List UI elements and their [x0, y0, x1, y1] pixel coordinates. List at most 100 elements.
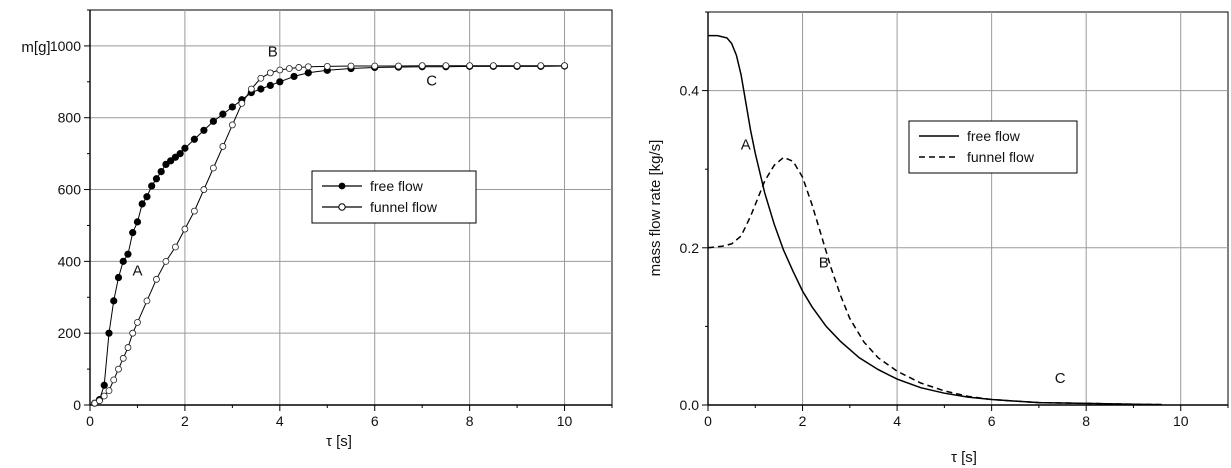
data-point	[371, 62, 379, 70]
y-tick-label: 1000	[50, 38, 81, 54]
x-tick-label: 8	[1082, 413, 1090, 429]
y-tick-label: 800	[58, 110, 82, 126]
data-point	[323, 62, 331, 70]
chart-right: 0 2 4 6 8 10 0.0 0.2 0.4 τ [s] mass flow rate [kg/…	[647, 11, 1229, 466]
data-point	[176, 150, 184, 158]
data-point	[105, 329, 113, 337]
data-point	[143, 297, 151, 305]
data-point	[276, 66, 284, 74]
legend-label: free flow	[370, 178, 424, 194]
annotation-label: C	[1055, 370, 1066, 387]
data-point	[129, 329, 137, 337]
data-point	[105, 387, 113, 395]
data-point	[347, 62, 355, 70]
data-point	[153, 275, 160, 283]
data-point	[172, 243, 179, 251]
data-point	[110, 376, 118, 384]
data-point	[209, 117, 217, 125]
plot-frame	[707, 11, 1229, 406]
data-point	[513, 62, 521, 70]
data-point	[276, 78, 284, 86]
annotation-label: A	[741, 137, 751, 154]
data-point	[285, 65, 293, 72]
data-point	[200, 126, 208, 134]
y-tick-label: 200	[58, 325, 82, 341]
data-point	[304, 69, 312, 77]
annotation-label: A	[132, 263, 142, 280]
legend-label: funnel flow	[370, 199, 438, 215]
legend-box	[311, 170, 477, 224]
data-point	[200, 186, 208, 193]
x-tick-label: 2	[799, 413, 807, 429]
y-axis-title: mass flow rate [kg/s]	[647, 140, 664, 277]
data-point	[143, 193, 151, 201]
x-tick-label: 4	[276, 413, 284, 429]
x-axis-title: τ [s]	[326, 433, 352, 450]
data-point	[124, 344, 132, 351]
data-point	[133, 218, 142, 226]
data-point	[228, 121, 236, 129]
data-point	[418, 62, 426, 70]
data-point	[489, 62, 497, 70]
data-point	[100, 392, 108, 400]
data-point	[114, 273, 123, 282]
data-point	[466, 62, 474, 70]
x-tick-label: 4	[893, 413, 901, 429]
data-point	[228, 103, 236, 111]
data-point	[119, 354, 127, 362]
x-tick-label: 8	[466, 413, 474, 429]
data-point	[100, 381, 108, 389]
series-line-2	[707, 156, 1162, 406]
data-point	[129, 229, 137, 237]
data-point	[96, 397, 103, 405]
data-point	[190, 135, 198, 143]
data-point	[171, 153, 180, 161]
data-point	[138, 200, 146, 208]
annotation-label: B	[819, 254, 829, 271]
data-point	[257, 85, 265, 93]
data-point	[247, 85, 255, 93]
data-point	[124, 250, 132, 258]
data-point	[110, 297, 118, 305]
data-point	[290, 72, 298, 81]
x-tick-label: 10	[1173, 413, 1189, 429]
x-tick-label: 6	[988, 413, 996, 429]
data-point	[219, 143, 227, 150]
x-axis-title: τ [s]	[951, 449, 977, 466]
y-tick-label: 600	[58, 182, 82, 198]
data-point	[295, 64, 303, 71]
data-point	[395, 62, 402, 70]
legend-marker	[338, 203, 346, 211]
y-tick-label: 0.2	[680, 240, 700, 256]
data-point	[162, 160, 170, 169]
annotation-label: C	[426, 72, 437, 89]
annotation-label: B	[268, 44, 278, 61]
y-tick-label: 0.0	[680, 397, 700, 413]
data-point	[219, 110, 227, 118]
data-point	[561, 62, 568, 70]
data-point	[157, 167, 165, 176]
data-point	[148, 182, 156, 190]
chart-left: 0 2 4 6 8 10 0 200 400 600 800 1000 τ [s] m[g] A B Cfree…	[21, 9, 613, 450]
data-point	[115, 365, 122, 373]
data-point	[181, 225, 189, 233]
data-point	[537, 62, 545, 70]
data-point	[134, 319, 141, 326]
x-tick-label: 2	[181, 413, 189, 429]
data-point	[266, 69, 274, 77]
data-point	[181, 144, 189, 152]
x-tick-label: 6	[371, 413, 379, 429]
y-tick-label: 0	[73, 397, 81, 413]
data-point	[209, 164, 217, 172]
legend-label: funnel flow	[967, 149, 1035, 165]
data-point	[442, 62, 450, 70]
legend-box	[908, 120, 1078, 174]
data-point	[190, 207, 198, 215]
x-tick-label: 0	[704, 413, 712, 429]
data-point	[304, 63, 312, 71]
y-tick-label: 400	[58, 253, 82, 269]
legend-marker	[338, 182, 346, 190]
data-point	[167, 157, 175, 165]
data-point	[238, 99, 246, 107]
